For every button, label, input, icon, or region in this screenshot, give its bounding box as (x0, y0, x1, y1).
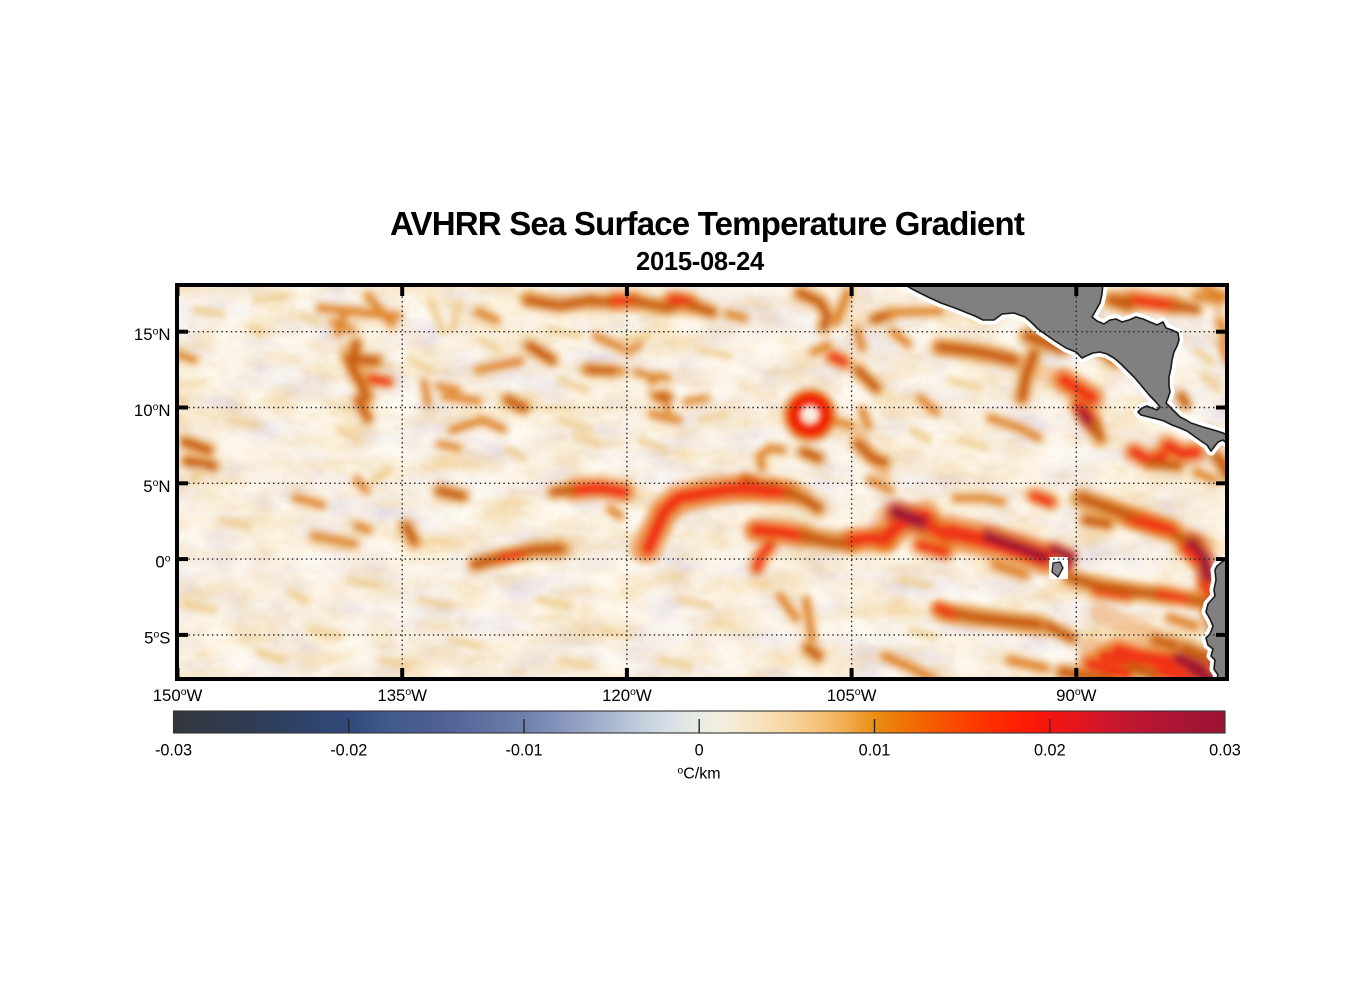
svg-text:AVHRR Sea Surface Temperature: AVHRR Sea Surface Temperature Gradient (390, 205, 1025, 242)
svg-text:-0.02: -0.02 (330, 742, 367, 760)
svg-text:135oW: 135oW (377, 686, 427, 705)
svg-text:0.03: 0.03 (1209, 742, 1241, 760)
svg-text:15oN: 15oN (134, 325, 171, 344)
svg-text:120oW: 120oW (602, 686, 652, 705)
svg-text:-0.01: -0.01 (505, 742, 542, 760)
svg-text:5oN: 5oN (143, 477, 170, 496)
svg-text:10oN: 10oN (134, 401, 171, 420)
svg-text:0.01: 0.01 (859, 742, 891, 760)
svg-text:-0.03: -0.03 (155, 742, 192, 760)
svg-text:5oS: 5oS (144, 628, 170, 647)
svg-text:150oW: 150oW (153, 686, 203, 705)
svg-text:oC/km: oC/km (677, 765, 720, 783)
svg-text:0.02: 0.02 (1034, 742, 1066, 760)
svg-text:90oW: 90oW (1056, 686, 1096, 705)
svg-text:2015-08-24: 2015-08-24 (636, 248, 765, 276)
svg-text:0: 0 (695, 742, 704, 760)
svg-text:105oW: 105oW (827, 686, 877, 705)
